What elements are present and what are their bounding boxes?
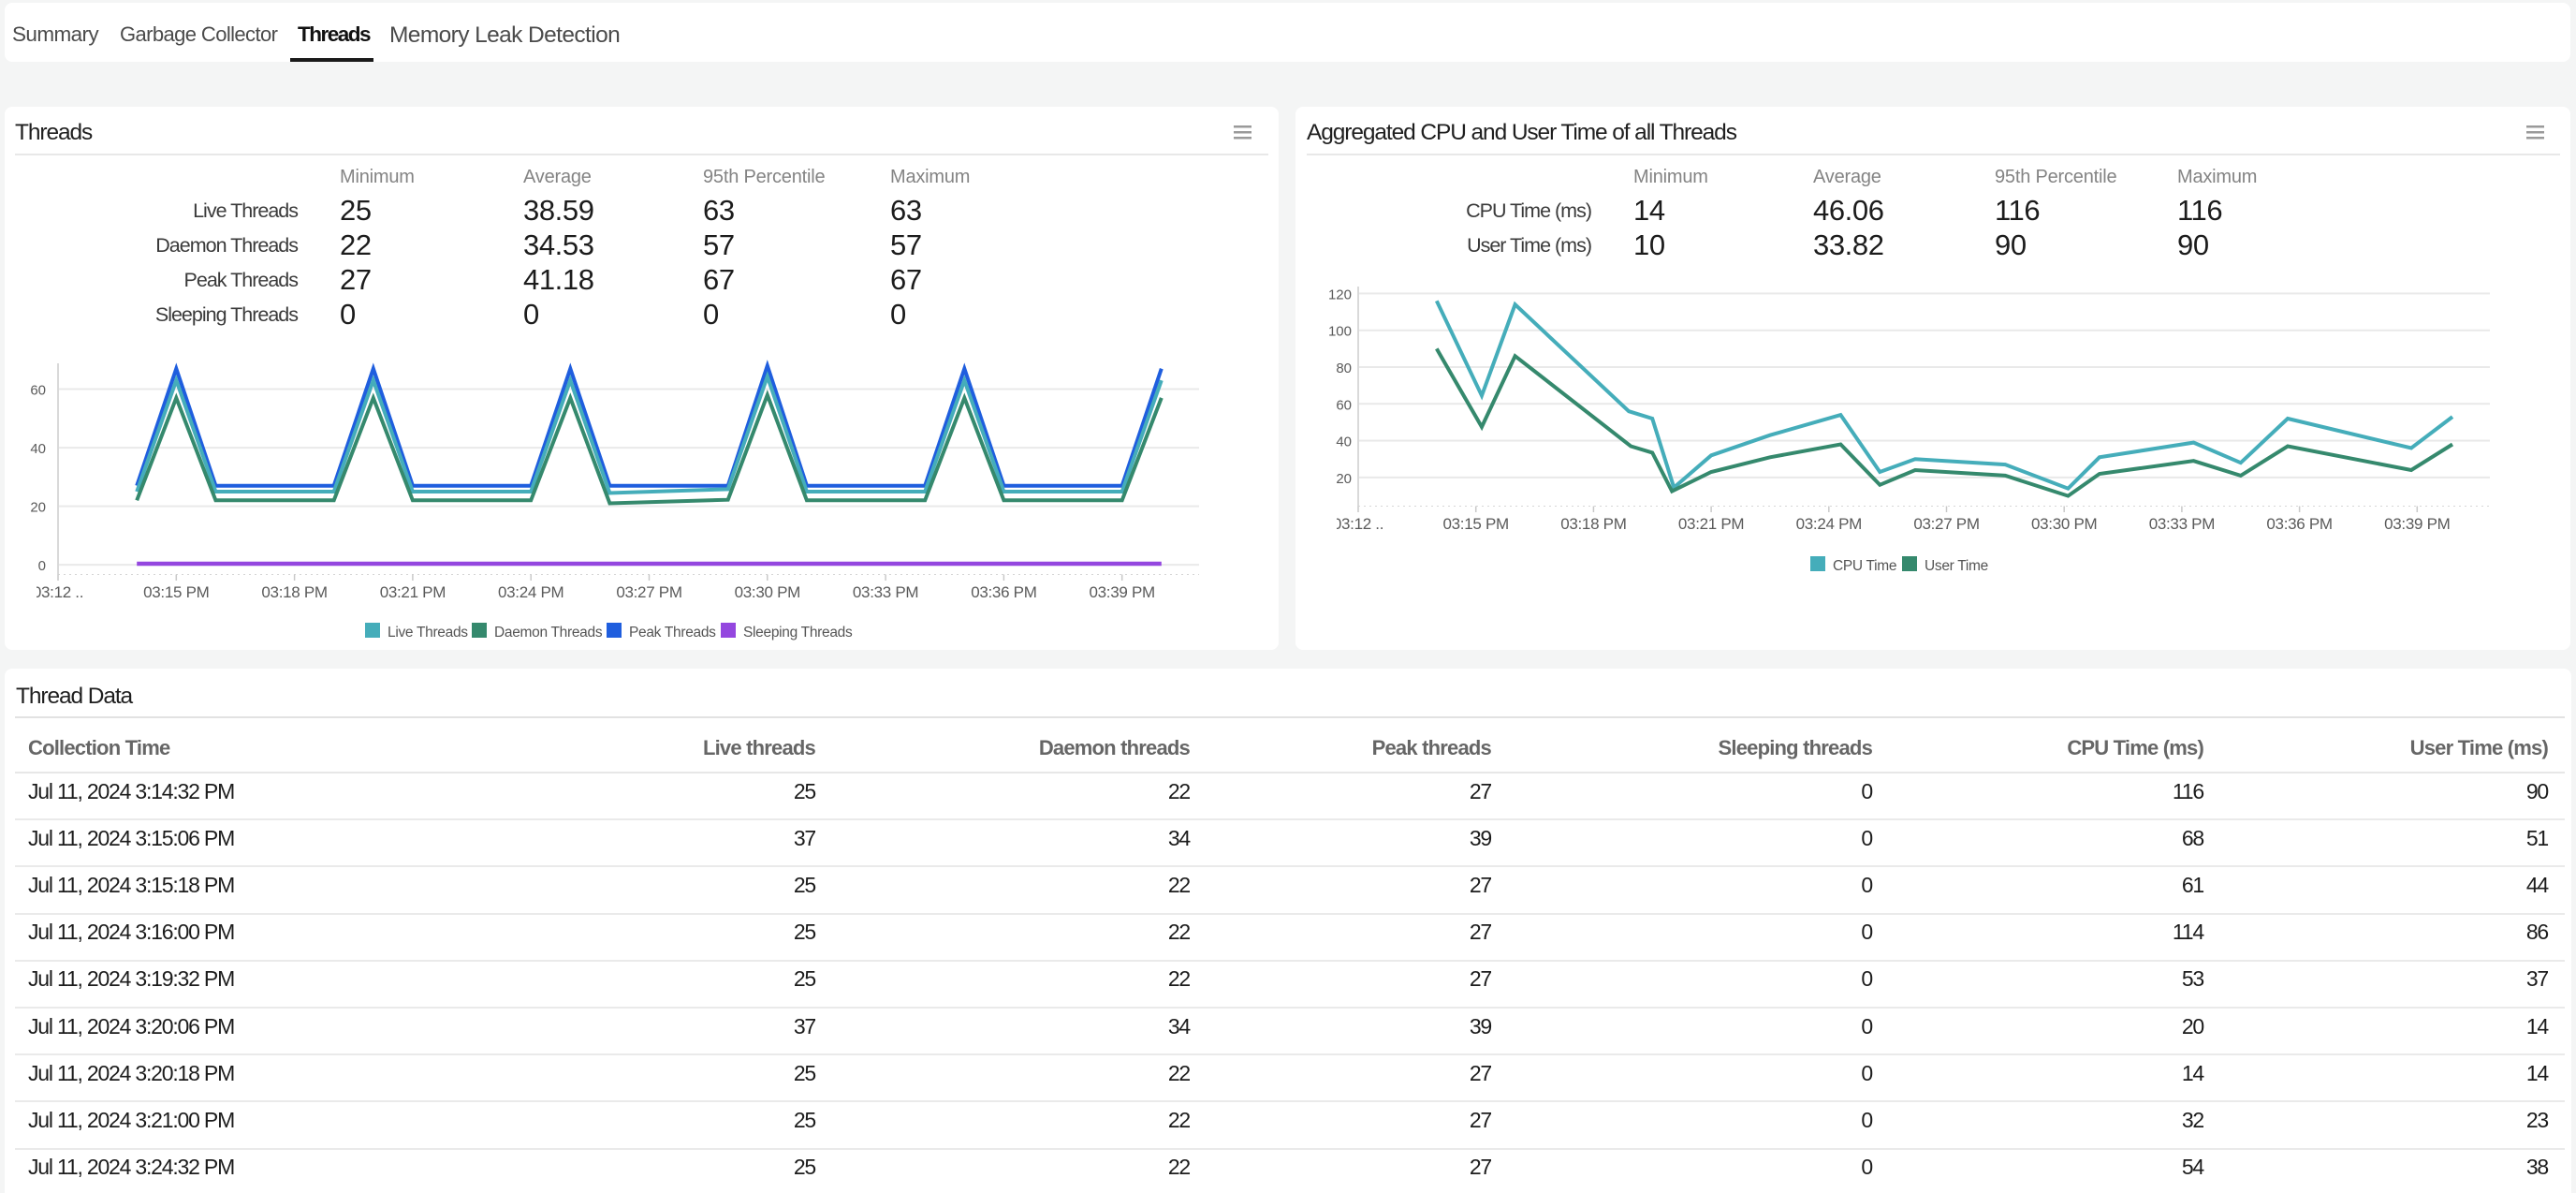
svg-text:60: 60: [1336, 397, 1352, 413]
svg-text:03:21 PM: 03:21 PM: [380, 583, 446, 601]
svg-text:03:36 PM: 03:36 PM: [971, 583, 1036, 601]
svg-text:03:33 PM: 03:33 PM: [2149, 515, 2215, 533]
svg-text:03:27 PM: 03:27 PM: [1913, 515, 1979, 533]
svg-text:Daemon Threads: Daemon Threads: [494, 625, 603, 641]
svg-text:40: 40: [1336, 434, 1352, 450]
svg-text:03:33 PM: 03:33 PM: [853, 583, 918, 601]
svg-text:03:18 PM: 03:18 PM: [1560, 515, 1626, 533]
svg-text:Sleeping Threads: Sleeping Threads: [743, 625, 853, 641]
svg-text:03:39 PM: 03:39 PM: [1090, 583, 1155, 601]
svg-text:60: 60: [30, 383, 46, 399]
svg-text:03:24 PM: 03:24 PM: [498, 583, 564, 601]
svg-text:03:21 PM: 03:21 PM: [1678, 515, 1744, 533]
svg-text:100: 100: [1328, 324, 1352, 340]
svg-text:03:39 PM: 03:39 PM: [2384, 515, 2450, 533]
svg-text:User Time: User Time: [1925, 558, 1988, 574]
svg-text:120: 120: [1328, 287, 1352, 302]
svg-text:80: 80: [1336, 361, 1352, 376]
svg-text:20: 20: [1336, 471, 1352, 487]
svg-text:03:15 PM: 03:15 PM: [143, 583, 209, 601]
svg-text:03:30 PM: 03:30 PM: [2031, 515, 2097, 533]
svg-text:03:18 PM: 03:18 PM: [261, 583, 327, 601]
svg-text:CPU Time: CPU Time: [1833, 558, 1896, 574]
svg-text:03:12 ..: 03:12 ..: [33, 583, 83, 601]
svg-text:0: 0: [38, 558, 46, 574]
svg-text:Live Threads: Live Threads: [388, 625, 468, 641]
svg-text:03:27 PM: 03:27 PM: [616, 583, 681, 601]
svg-text:03:12 ..: 03:12 ..: [1333, 515, 1383, 533]
svg-text:03:36 PM: 03:36 PM: [2266, 515, 2332, 533]
svg-text:20: 20: [30, 500, 46, 516]
svg-text:40: 40: [30, 441, 46, 457]
svg-text:03:24 PM: 03:24 PM: [1796, 515, 1862, 533]
svg-text:03:15 PM: 03:15 PM: [1443, 515, 1509, 533]
svg-text:03:30 PM: 03:30 PM: [735, 583, 800, 601]
svg-text:Peak Threads: Peak Threads: [629, 625, 716, 641]
